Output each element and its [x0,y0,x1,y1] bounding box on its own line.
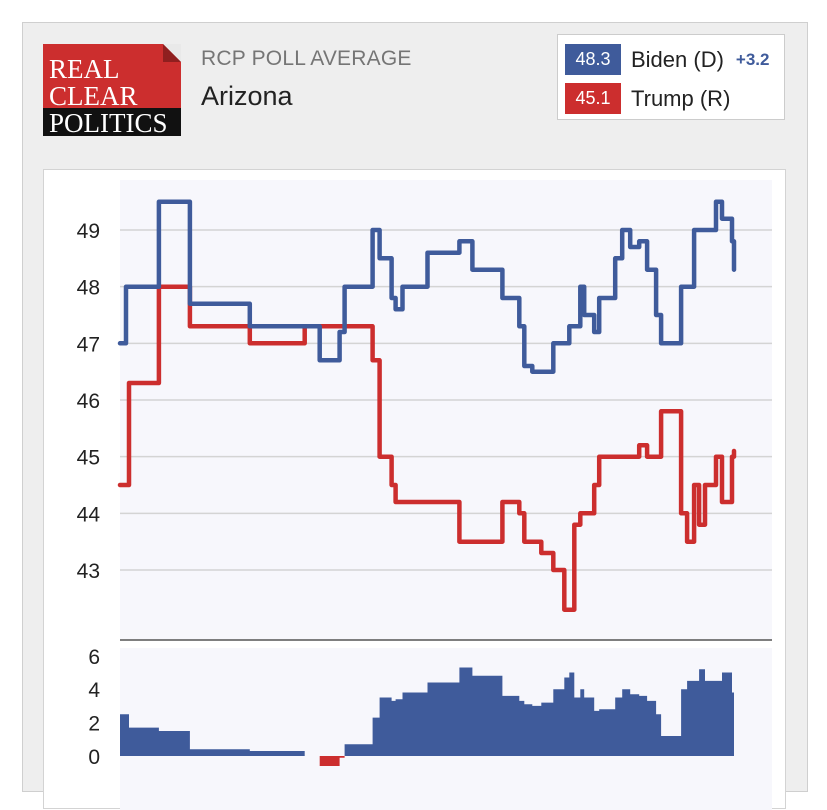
spread-area-dem [120,667,734,756]
y-tick-label-49: 49 [77,220,100,243]
y-tick-label-45: 45 [77,447,100,470]
spread-y-tick-label-0: 0 [88,746,100,769]
y-tick-label-47: 47 [77,333,100,356]
legend-item-trump: 45.1 Trump (R) [565,83,730,114]
svg-text:POLITICS: POLITICS [49,108,168,136]
spread-y-tick-label-4: 4 [88,679,100,702]
y-tick-label-48: 48 [77,277,100,300]
realclearpolitics-logo: REAL CLEAR POLITICS [43,44,181,136]
spread-y-tick-label-2: 2 [88,713,100,736]
biden-line [117,199,737,374]
trump-label: Trump (R) [631,85,731,111]
poll-average-label: RCP POLL AVERAGE [201,47,412,70]
svg-text:REAL: REAL [49,54,120,84]
y-tick-label-46: 46 [77,390,100,413]
state-title: Arizona [201,81,293,111]
biden-label: Biden (D) [631,46,724,72]
spread-value: +3.2 [735,49,770,69]
biden-value-badge: 48.3 [565,44,621,75]
svg-text:CLEAR: CLEAR [49,81,138,111]
legend-box: 48.3 Biden (D) +3.2 45.1 Trump (R) [557,34,785,120]
legend-item-biden: 48.3 Biden (D) +3.2 [565,44,769,75]
trump-value-badge: 45.1 [565,83,621,114]
spread-y-tick-label-6: 6 [88,646,100,669]
y-tick-label-44: 44 [77,503,101,526]
rcp-poll-widget: REAL CLEAR POLITICS RCP POLL AVERAGE Ari… [22,22,808,810]
y-tick-label-43: 43 [77,560,100,583]
chart-panel: 43 44 45 46 47 48 49 0 2 4 6 [43,169,786,810]
